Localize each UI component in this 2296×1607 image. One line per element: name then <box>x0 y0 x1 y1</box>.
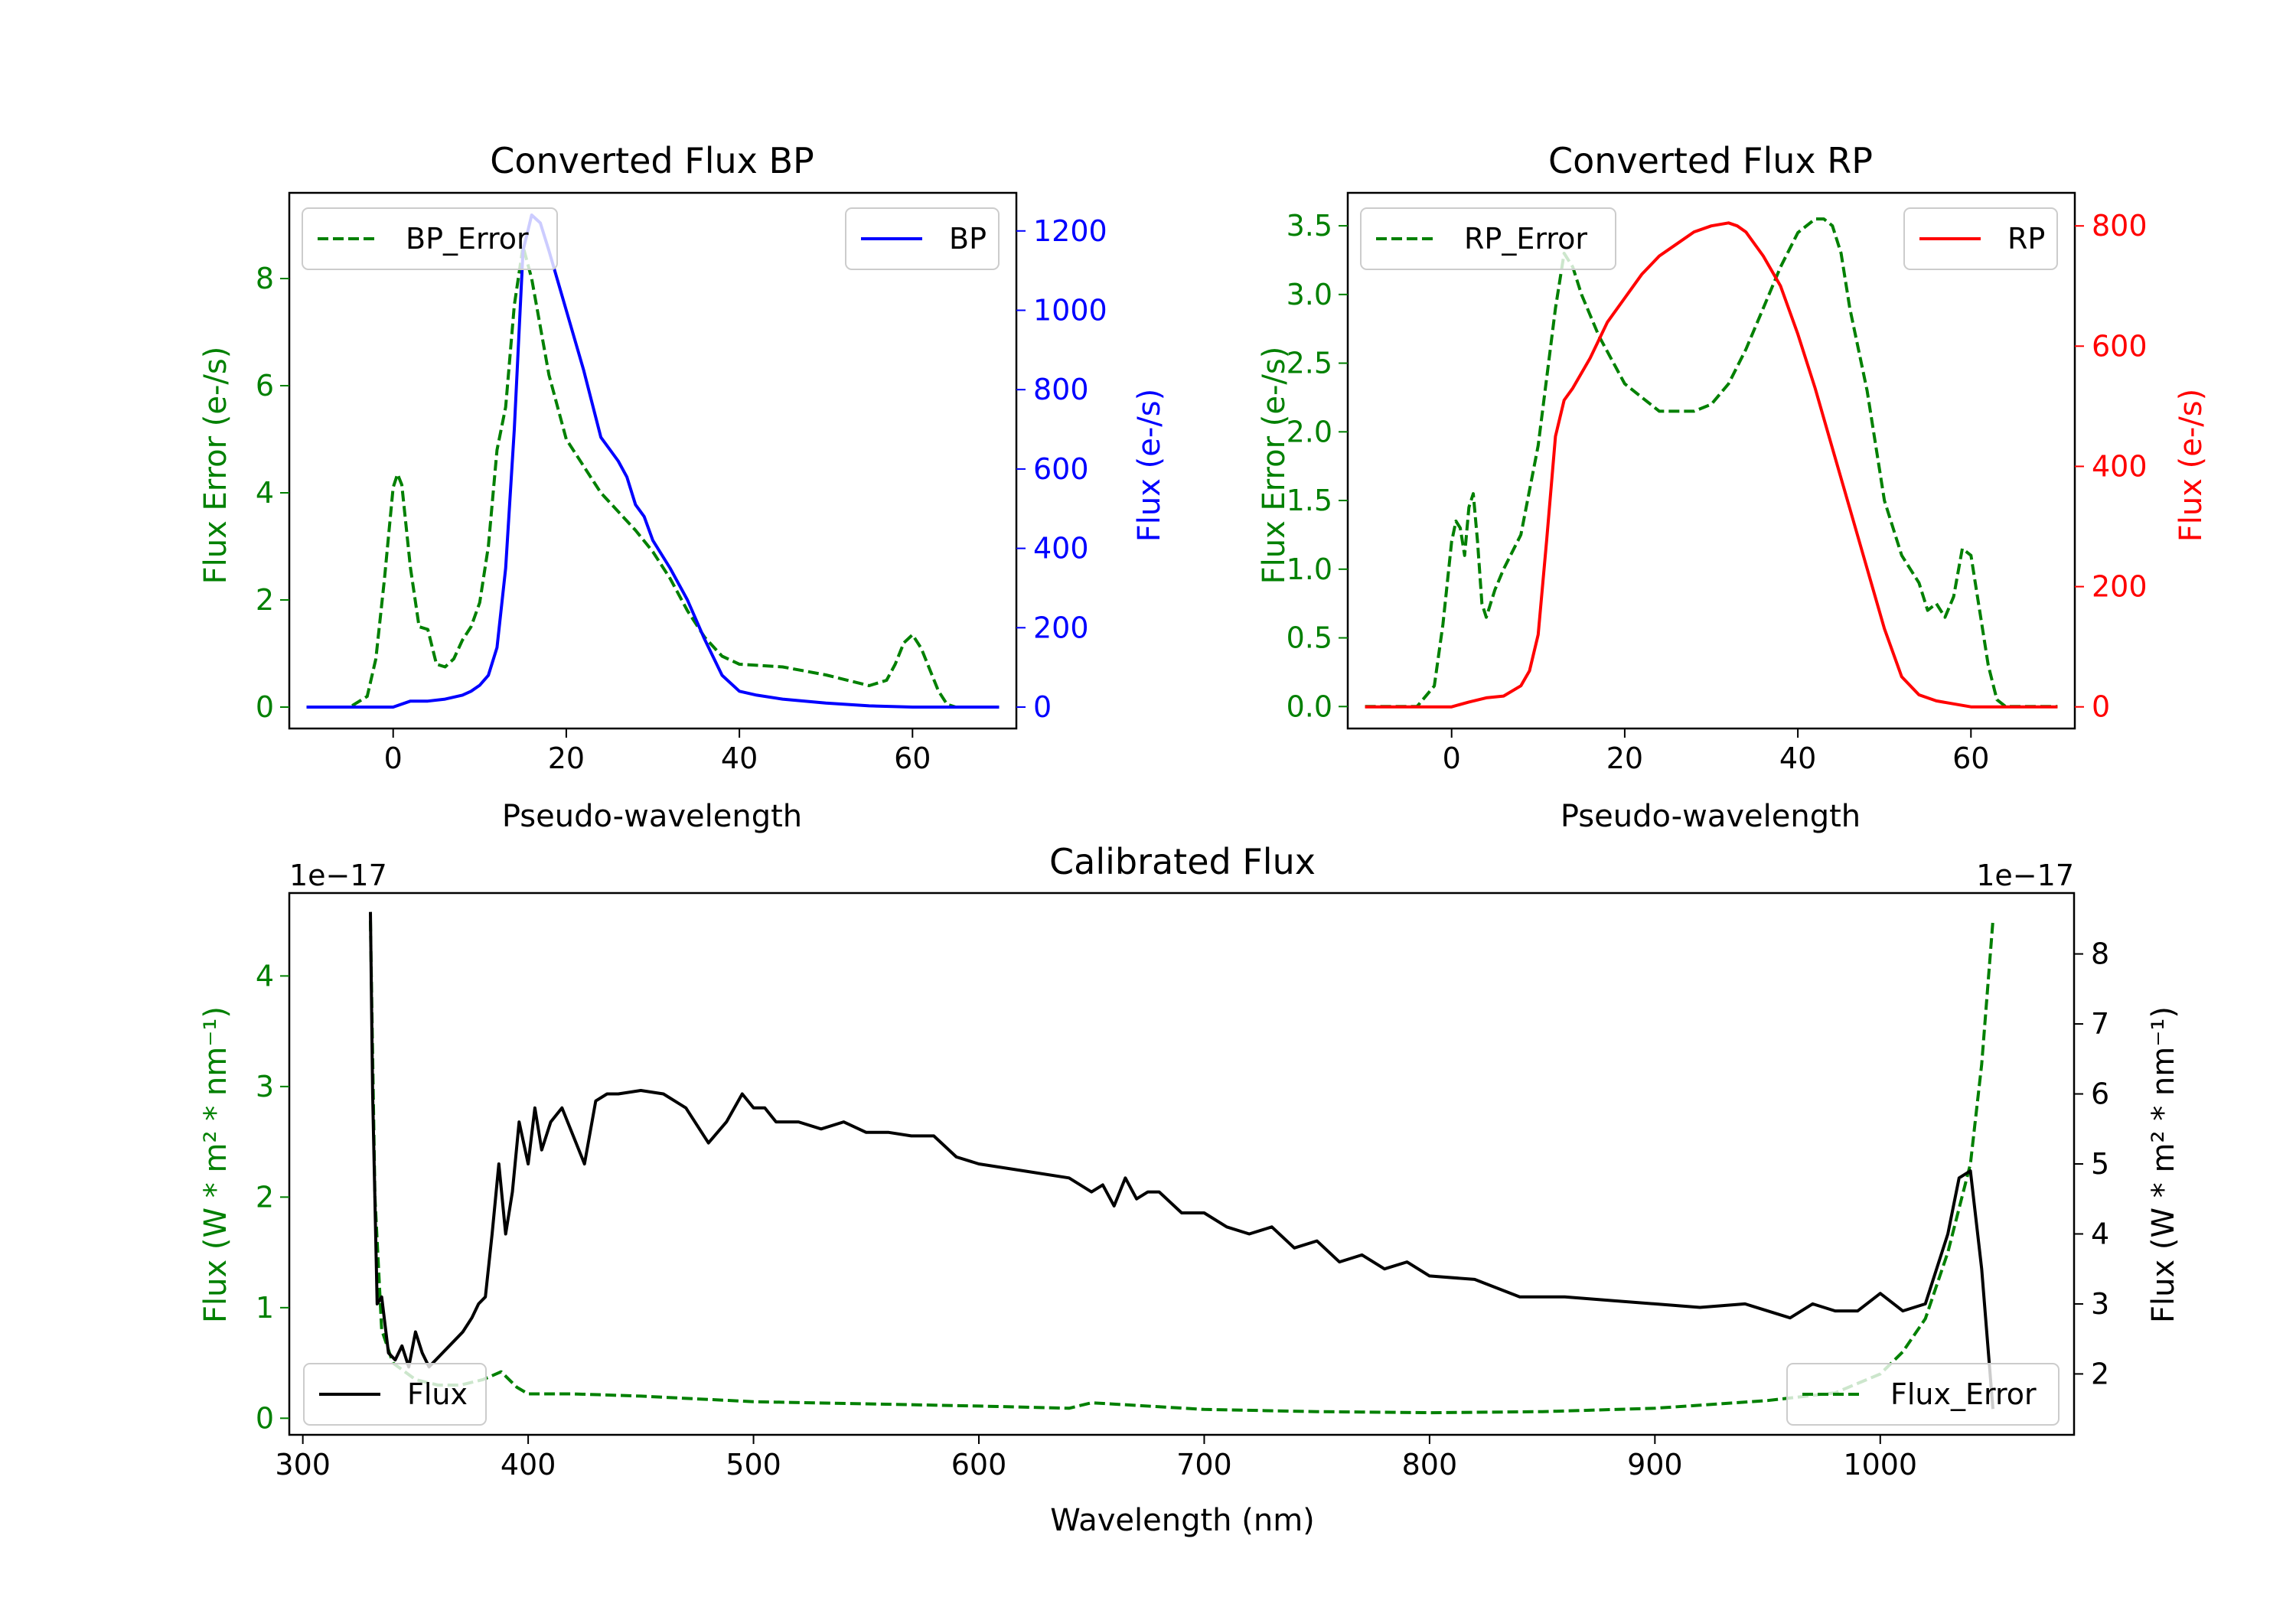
rp-x-tick-label: 0 <box>1443 742 1461 775</box>
rp-chart: Converted Flux RP Pseudo-wavelength Flux… <box>1257 140 2209 834</box>
calibrated-series-flux-line <box>369 911 1994 1410</box>
bp-left-axis-label: Flux Error (e-/s) <box>198 347 233 585</box>
bp-right-tick-label: 400 <box>1033 532 1089 566</box>
calibrated-right-tick-label: 6 <box>2091 1077 2109 1111</box>
calibrated-x-tick-label: 700 <box>1176 1448 1232 1482</box>
bp-error-legend-label: BP_Error <box>406 222 529 256</box>
calibrated-right-tick-label: 8 <box>2091 937 2109 971</box>
calibrated-left-tick-label: 2 <box>256 1180 274 1214</box>
flux-legend-box <box>303 1363 487 1426</box>
rp-left-tick-label: 1.0 <box>1287 553 1332 586</box>
bp-x-tick-label: 0 <box>384 742 403 775</box>
bp-right-tick-label: 600 <box>1033 452 1089 486</box>
calibrated-right-tick-label: 7 <box>2091 1007 2109 1041</box>
rp-right-tick-label: 800 <box>2092 209 2148 243</box>
rp-x-tick-label: 20 <box>1606 742 1643 775</box>
rp-error-legend-box <box>1360 207 1616 270</box>
bp-right-tick-label: 800 <box>1033 373 1089 406</box>
bp-chart: Converted Flux BP Pseudo-wavelength Flux… <box>198 140 1167 834</box>
rp-right-tick-label: 400 <box>2092 449 2148 483</box>
rp-right-tick-label: 600 <box>2092 329 2148 363</box>
rp-axes-frame <box>1346 191 2076 730</box>
bp-axes-frame <box>288 191 1018 730</box>
rp-left-tick-label: 2.5 <box>1287 347 1332 380</box>
calibrated-x-axis-label: Wavelength (nm) <box>1050 1503 1315 1538</box>
bp-x-tick-label: 40 <box>721 742 758 775</box>
bp-left-tick-label: 0 <box>256 690 274 724</box>
rp-legend-label: RP <box>2007 222 2045 256</box>
rp-left-tick-label: 2.0 <box>1287 415 1332 448</box>
calibrated-left-tick-label: 0 <box>256 1401 274 1435</box>
calibrated-series-flux-error-line <box>369 920 1994 1415</box>
rp-right-tick-label: 0 <box>2092 690 2110 724</box>
rp-left-tick-label: 1.5 <box>1287 484 1332 517</box>
flux-error-legend: Flux_Error <box>1786 1363 2060 1426</box>
rp-error-legend-label: RP_Error <box>1464 222 1587 256</box>
rp-x-tick-label: 60 <box>1952 742 1989 775</box>
calibrated-x-tick-label: 1000 <box>1843 1448 1917 1482</box>
rp-chart-title: Converted Flux RP <box>1548 140 1873 181</box>
bp-error-legend: BP_Error <box>302 207 558 270</box>
bp-x-tick-label: 60 <box>894 742 931 775</box>
bp-left-tick-label: 4 <box>256 476 274 510</box>
bp-left-tick-label: 8 <box>256 262 274 295</box>
calibrated-left-tick-label: 3 <box>256 1070 274 1103</box>
rp-left-tick-label: 3.5 <box>1287 209 1332 243</box>
bp-legend-label: BP <box>949 222 987 256</box>
calibrated-right-tick-label: 3 <box>2091 1287 2109 1321</box>
flux-legend-label: Flux <box>407 1377 468 1411</box>
calibrated-left-axis-label: Flux (W * m² * nm⁻¹) <box>198 1006 233 1323</box>
rp-left-tick-label: 3.0 <box>1287 278 1332 311</box>
rp-error-legend: RP_Error <box>1360 207 1616 270</box>
calibrated-plot-marks: 300 400 500 600 700 800 900 1000 0 1 2 3 4 2 3 4 5 6 7 8 <box>256 892 2109 1482</box>
bp-series-bp-error-line <box>306 245 1000 709</box>
bp-x-axis-label: Pseudo-wavelength <box>502 799 802 834</box>
bp-right-axis-label: Flux (e-/s) <box>1132 389 1167 542</box>
calibrated-x-tick-label: 400 <box>501 1448 556 1482</box>
flux-legend: Flux <box>303 1363 487 1426</box>
rp-left-axis-label: Flux Error (e-/s) <box>1257 347 1292 585</box>
bp-error-legend-box <box>302 207 558 270</box>
calibrated-right-tick-label: 2 <box>2091 1357 2109 1390</box>
rp-right-tick-label: 200 <box>2092 570 2148 604</box>
calibrated-x-tick-label: 600 <box>951 1448 1007 1482</box>
calibrated-x-tick-label: 900 <box>1627 1448 1683 1482</box>
bp-chart-title: Converted Flux BP <box>490 140 814 181</box>
rp-x-tick-label: 40 <box>1779 742 1816 775</box>
calibrated-left-tick-label: 4 <box>256 959 274 993</box>
bp-right-tick-label: 1000 <box>1033 293 1107 327</box>
calibrated-left-tick-label: 1 <box>256 1291 274 1325</box>
bp-right-tick-label: 1200 <box>1033 214 1107 248</box>
calibrated-x-tick-label: 300 <box>275 1448 331 1482</box>
rp-left-tick-label: 0.5 <box>1287 621 1332 655</box>
calibrated-chart: Calibrated Flux Wavelength (nm) Flux (W … <box>198 841 2181 1538</box>
calibrated-right-axis-label: Flux (W * m² * nm⁻¹) <box>2146 1006 2181 1323</box>
flux-error-legend-label: Flux_Error <box>1890 1377 2037 1411</box>
calibrated-right-offset-label: 1e−17 <box>1976 859 2074 892</box>
calibrated-chart-title: Calibrated Flux <box>1049 841 1316 882</box>
rp-plot-marks: 0 20 40 60 0.0 0.5 1.0 1.5 2.0 2.5 3.0 3.5 0 200 400 60… <box>1287 191 2148 775</box>
rp-left-tick-label: 0.0 <box>1287 689 1332 723</box>
calibrated-x-tick-label: 800 <box>1402 1448 1458 1482</box>
bp-series-bp-line <box>306 214 1000 709</box>
calibrated-right-tick-label: 5 <box>2091 1147 2109 1181</box>
rp-series-rp-line <box>1365 221 2058 709</box>
rp-right-axis-label: Flux (e-/s) <box>2174 389 2209 542</box>
rp-x-axis-label: Pseudo-wavelength <box>1561 799 1861 834</box>
bp-right-tick-label: 0 <box>1033 690 1052 724</box>
bp-x-tick-label: 20 <box>548 742 585 775</box>
bp-legend: BP <box>845 207 1000 270</box>
bp-left-tick-label: 2 <box>256 583 274 617</box>
bp-right-tick-label: 200 <box>1033 611 1089 644</box>
calibrated-left-offset-label: 1e−17 <box>289 859 387 892</box>
calibrated-x-tick-label: 500 <box>726 1448 781 1482</box>
bp-left-tick-label: 6 <box>256 369 274 403</box>
rp-legend: RP <box>1903 207 2058 270</box>
calibrated-right-tick-label: 4 <box>2091 1217 2109 1250</box>
flux-error-legend-box <box>1786 1363 2060 1426</box>
